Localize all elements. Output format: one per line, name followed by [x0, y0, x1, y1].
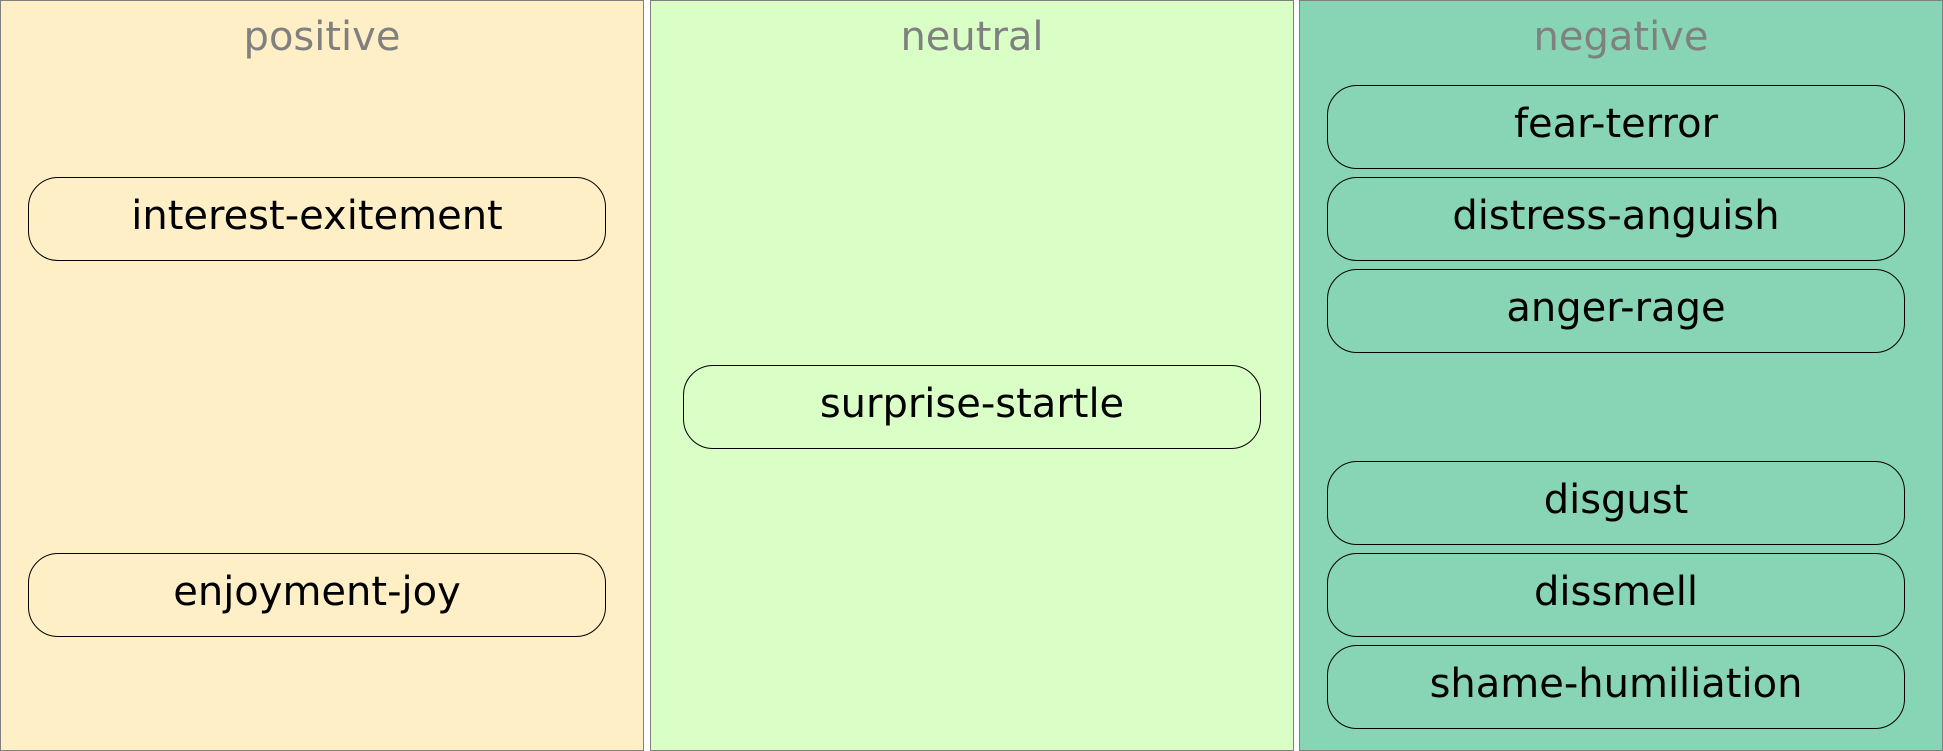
emotion-node-interest-excitement: interest-exitement — [28, 177, 606, 261]
column-neutral: neutral surprise-startle — [650, 0, 1294, 751]
emotion-node-distress-anguish: distress-anguish — [1327, 177, 1905, 261]
column-negative: negative fear-terror distress-anguish an… — [1299, 0, 1943, 751]
emotion-node-surprise-startle: surprise-startle — [683, 365, 1261, 449]
column-title-neutral: neutral — [900, 14, 1044, 60]
emotion-node-shame-humiliation: shame-humiliation — [1327, 645, 1905, 729]
column-title-negative: negative — [1533, 14, 1709, 60]
emotion-node-disgust: disgust — [1327, 461, 1905, 545]
emotion-node-enjoyment-joy: enjoyment-joy — [28, 553, 606, 637]
column-positive: positive interest-exitement enjoyment-jo… — [0, 0, 644, 751]
column-title-positive: positive — [243, 14, 401, 60]
emotion-node-fear-terror: fear-terror — [1327, 85, 1905, 169]
emotion-node-dissmell: dissmell — [1327, 553, 1905, 637]
emotion-node-anger-rage: anger-rage — [1327, 269, 1905, 353]
